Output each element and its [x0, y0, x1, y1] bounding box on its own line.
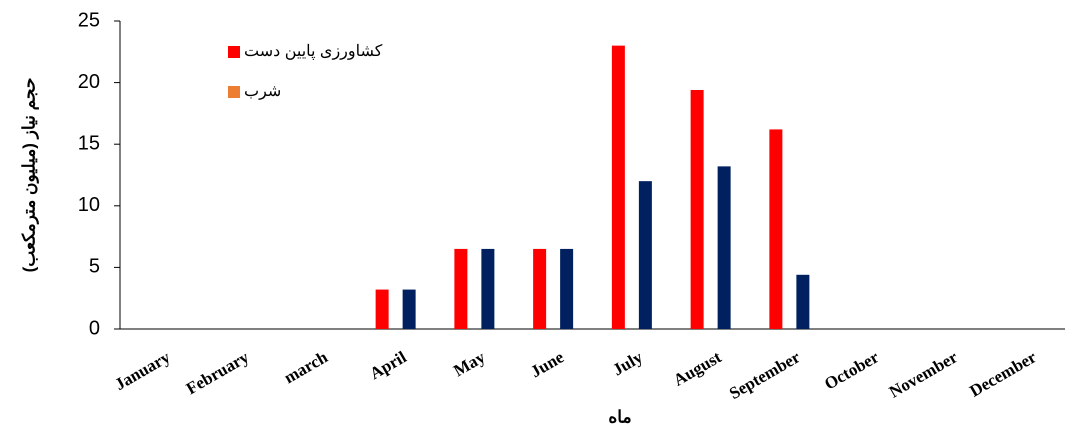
bar	[454, 248, 468, 329]
legend-swatch	[228, 46, 240, 58]
bar	[638, 181, 652, 329]
y-axis-title: حجم نیاز (میلیون مترمکعب)	[19, 78, 39, 273]
x-tick-label: August	[670, 347, 725, 390]
x-tick-label: July	[609, 347, 646, 379]
x-tick-label: march	[281, 347, 332, 387]
y-tick-label: 0	[89, 317, 100, 339]
bar	[402, 289, 416, 329]
x-tick-label: September	[726, 347, 804, 403]
y-tick-label: 15	[78, 132, 100, 154]
x-tick-label: June	[527, 347, 567, 381]
x-tick-label: December	[966, 347, 1040, 400]
legend-label: شرب	[244, 83, 281, 100]
bar	[481, 248, 495, 329]
x-tick-label: November	[886, 347, 961, 401]
bar	[560, 248, 574, 329]
x-axis-title: ماه	[608, 407, 631, 426]
x-tick-label: May	[450, 347, 489, 380]
bar	[533, 248, 547, 329]
bar	[769, 129, 783, 329]
x-tick-label: October	[821, 347, 882, 393]
y-tick-label: 5	[89, 256, 100, 278]
bar	[611, 45, 625, 329]
bar	[690, 89, 704, 329]
bar	[717, 166, 731, 329]
bar	[796, 274, 810, 329]
x-tick-label: January	[111, 347, 173, 394]
legend-label: کشاورزی پایین دست	[244, 43, 383, 60]
bar	[375, 289, 389, 329]
x-tick-label: February	[183, 347, 253, 398]
y-tick-label: 25	[78, 9, 100, 31]
x-tick-label: April	[367, 347, 410, 383]
y-tick-label: 20	[78, 71, 100, 93]
legend-swatch	[228, 86, 240, 98]
y-tick-label: 10	[78, 194, 100, 216]
